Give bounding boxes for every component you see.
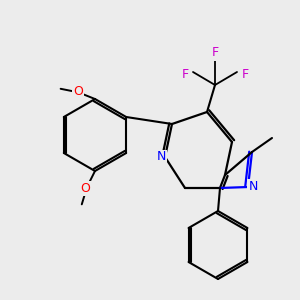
Text: N: N — [156, 151, 166, 164]
Text: O: O — [80, 182, 90, 195]
Text: N: N — [248, 179, 258, 193]
Text: O: O — [73, 85, 83, 98]
Text: F: F — [242, 68, 249, 80]
Text: F: F — [182, 68, 189, 80]
Text: F: F — [212, 46, 219, 59]
